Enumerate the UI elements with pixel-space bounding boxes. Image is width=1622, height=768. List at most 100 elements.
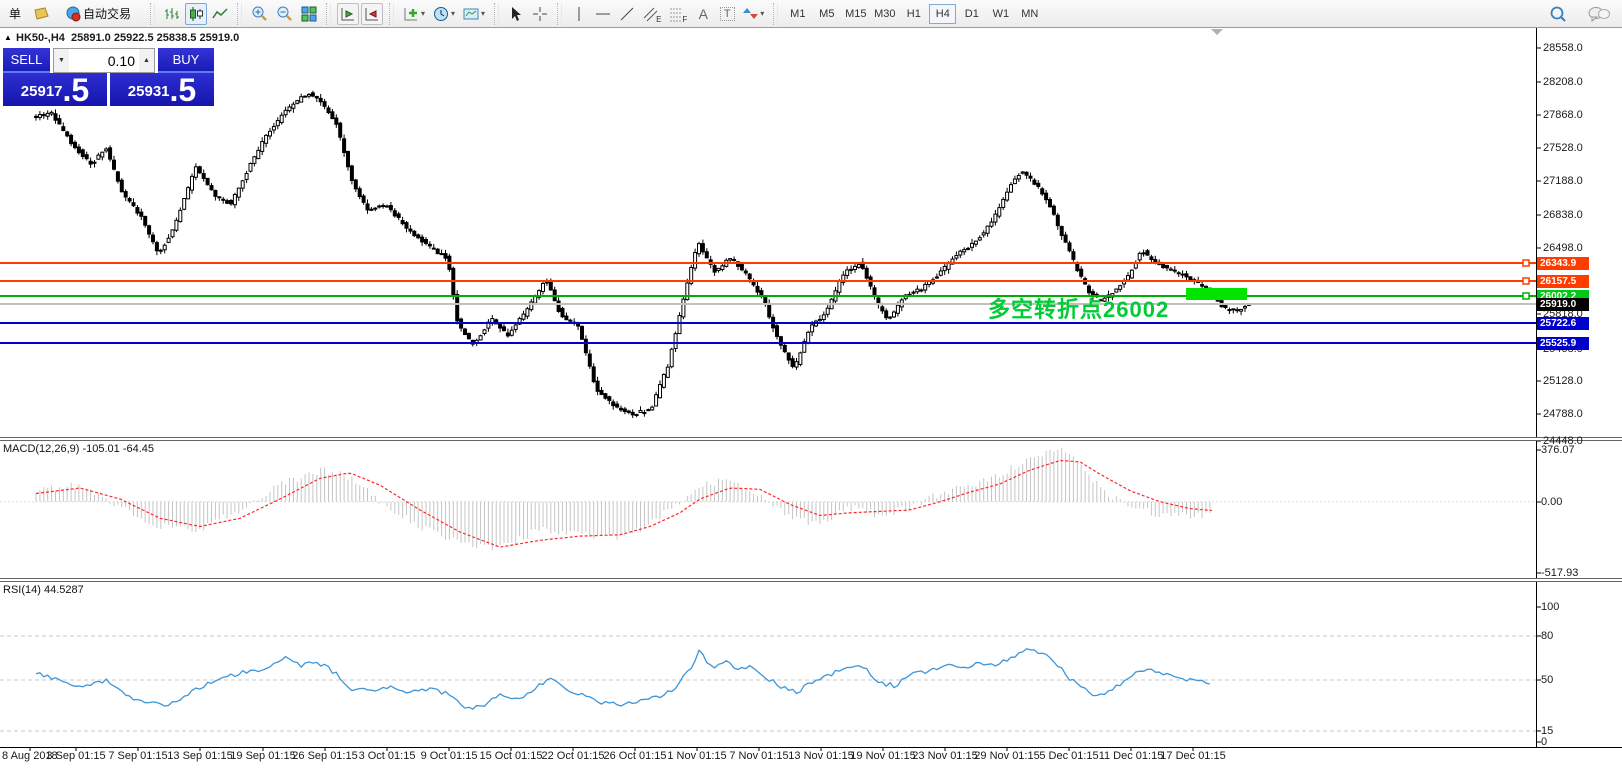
chat-button[interactable]: [1585, 3, 1613, 25]
sell-button[interactable]: SELL: [3, 48, 50, 73]
cursor-button[interactable]: [505, 3, 527, 25]
price-tick-label: 26498.0: [1543, 242, 1583, 254]
annotation-text[interactable]: 多空转折点26002: [988, 297, 1170, 322]
main-macd-splitter[interactable]: [0, 437, 1622, 441]
scroll-marker-icon: [1211, 29, 1223, 35]
chart-shift-button[interactable]: [361, 2, 384, 25]
timeframe-h4[interactable]: H4: [929, 3, 957, 24]
sell-price[interactable]: 25917.5: [3, 73, 107, 106]
chart-title: HK50-,H4 25891.0 25922.5 25838.5 25919.0: [16, 32, 240, 44]
indicators-button[interactable]: ▾: [400, 3, 428, 25]
auto-scroll-button[interactable]: [337, 2, 360, 25]
volume-decrease-button[interactable]: ▼: [54, 49, 69, 72]
timeframe-m5[interactable]: M5: [819, 7, 835, 20]
periods-button[interactable]: ▾: [430, 3, 458, 25]
chart-canvas[interactable]: [0, 28, 1622, 768]
label-t-icon: T: [719, 6, 735, 21]
one-click-trading-panel: SELL ▼ 0.10 ▲ BUY 25917.5 25931.5: [3, 48, 214, 106]
arrows-icon: [743, 8, 759, 19]
volume-stepper: ▼ 0.10 ▲: [53, 48, 155, 73]
horizontal-line-icon: [596, 13, 611, 14]
new-order-icon[interactable]: [28, 3, 52, 25]
autotrading-button[interactable]: 自动交易: [54, 3, 144, 25]
candlestick-chart-button[interactable]: [185, 2, 208, 25]
volume-input[interactable]: 0.10: [69, 49, 139, 72]
time-axis-label: 22 Oct 01:15: [541, 750, 605, 762]
timeframe-m15[interactable]: M15: [845, 7, 867, 20]
time-axis-label: 19 Nov 01:15: [850, 750, 916, 762]
timeframe-mn[interactable]: MN: [1021, 7, 1039, 20]
timeframe-d1[interactable]: D1: [964, 7, 979, 20]
price-tick-label: 27868.0: [1543, 109, 1583, 121]
vertical-line-tool[interactable]: [568, 3, 590, 25]
time-axis-label: 1 Nov 01:15: [667, 750, 727, 762]
timeframe-w1[interactable]: W1: [992, 7, 1010, 20]
zoom-out-button[interactable]: [273, 3, 296, 25]
rsi-axis-label: 15: [1541, 725, 1554, 737]
rsi-axis-label: 0: [1541, 736, 1548, 748]
dropdown-arrow-icon: ▾: [421, 9, 426, 18]
label-tool[interactable]: T: [716, 3, 738, 25]
volume-increase-button[interactable]: ▲: [139, 49, 154, 72]
macd-rsi-splitter[interactable]: [0, 578, 1622, 582]
templates-button[interactable]: ▾: [460, 3, 488, 25]
time-axis-label: 13 Sep 01:15: [167, 750, 233, 762]
rsi-axis-label: 100: [1541, 601, 1560, 613]
time-axis-label: 5 Dec 01:15: [1039, 750, 1099, 762]
price-tick-label: 25128.0: [1543, 375, 1583, 387]
arrows-tool[interactable]: ▾: [740, 3, 767, 25]
gold-icon: [34, 6, 49, 20]
price-tick-label: 27528.0: [1543, 142, 1583, 154]
toolbar: 单 自动交易: [0, 0, 1622, 28]
symbol-search-button[interactable]: [1546, 3, 1570, 25]
tile-windows-icon: [301, 6, 317, 21]
toolbar-separator: [773, 2, 779, 25]
time-axis-label: 26 Sep 01:15: [292, 750, 358, 762]
price-badge: 26157.5: [1537, 274, 1589, 288]
chart-shift-icon: [365, 7, 379, 20]
bar-chart-icon: [165, 7, 180, 19]
buy-price[interactable]: 25931.5: [110, 73, 214, 106]
time-axis-label: 3 Sep 01:15: [46, 750, 106, 762]
timeframe-m30[interactable]: M30: [874, 7, 896, 20]
buy-button[interactable]: BUY: [158, 48, 214, 73]
price-badge: 25919.0: [1537, 297, 1589, 311]
collapse-panel-arrow-icon[interactable]: ▲: [4, 33, 12, 42]
channel-tool[interactable]: E: [640, 3, 664, 25]
time-axis-label: 3 Oct 01:15: [358, 750, 416, 762]
tile-windows-button[interactable]: [298, 3, 320, 25]
rsi-axis-label: 80: [1541, 630, 1554, 642]
price-badge: 26343.9: [1537, 256, 1589, 270]
trendline-icon: [620, 7, 634, 20]
timeframe-m1[interactable]: M1: [790, 7, 806, 20]
fibonacci-tool[interactable]: F: [666, 3, 690, 25]
horizontal-line-tool[interactable]: [592, 3, 614, 25]
toolbar-separator: [237, 2, 243, 25]
chart-window: ▲ HK50-,H4 25891.0 25922.5 25838.5 25919…: [0, 28, 1622, 768]
timeframe-group: M1 M5 M15 M30 H1 H4 D1 W1 MN: [780, 0, 1047, 28]
candlestick-icon: [190, 6, 204, 21]
time-axis-label: 26 Oct 01:15: [603, 750, 667, 762]
crosshair-icon: [533, 6, 548, 21]
price-tick-label: 28208.0: [1543, 76, 1583, 88]
time-axis-label: 15 Oct 01:15: [479, 750, 543, 762]
new-order-button[interactable]: 单: [9, 7, 22, 21]
trendline-tool[interactable]: [616, 3, 638, 25]
time-axis-label: 11 Dec 01:15: [1098, 750, 1164, 762]
timeframe-h1[interactable]: H1: [906, 7, 921, 20]
zoom-in-button[interactable]: [248, 3, 271, 25]
zoom-in-icon: [252, 6, 267, 21]
template-icon: [463, 8, 479, 19]
price-badge: 25525.9: [1537, 336, 1589, 350]
rsi-axis-label: 50: [1541, 674, 1554, 686]
time-axis-label: 7 Sep 01:15: [108, 750, 168, 762]
crosshair-button[interactable]: [529, 3, 551, 25]
time-axis-label: 29 Nov 01:15: [974, 750, 1040, 762]
toolbar-separator: [150, 2, 156, 25]
line-chart-button[interactable]: [209, 3, 231, 25]
text-tool[interactable]: A: [692, 3, 714, 25]
auto-scroll-icon: [341, 7, 355, 20]
autotrading-icon: [66, 6, 81, 21]
bar-chart-button[interactable]: [161, 3, 183, 25]
